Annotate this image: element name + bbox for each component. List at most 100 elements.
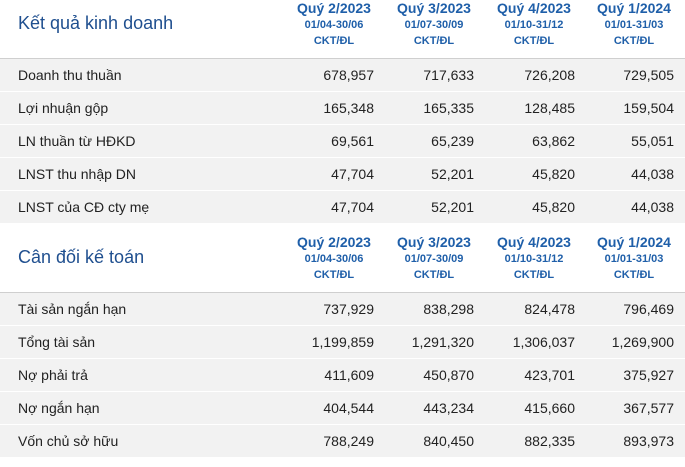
quarter-header[interactable]: Quý 3/2023 01/07-30/09 CKT/ĐL: [384, 234, 484, 284]
table-row[interactable]: Lợi nhuận gộp 165,348 165,335 128,485 15…: [0, 92, 685, 125]
quarter-label: Quý 2/2023: [297, 234, 371, 250]
report-type: CKT/ĐL: [513, 269, 555, 281]
quarter-header[interactable]: Quý 1/2024 01/01-31/03 CKT/ĐL: [584, 0, 684, 50]
row-label: Nợ ngắn hạn: [18, 400, 100, 416]
quarter-header[interactable]: Quý 1/2024 01/01-31/03 CKT/ĐL: [584, 234, 684, 284]
row-label: Vốn chủ sở hữu: [18, 433, 119, 449]
balance-sheet-section: Cân đối kế toán Quý 2/2023 01/04-30/06 C…: [0, 234, 685, 458]
cell-value: 840,450: [423, 433, 474, 449]
row-label: LNST của CĐ cty mẹ: [18, 199, 150, 215]
row-label: Lợi nhuận gộp: [18, 100, 109, 116]
row-label: Nợ phải trả: [18, 367, 88, 383]
quarter-label: Quý 1/2024: [597, 234, 671, 250]
quarter-range: 01/10-31/12: [504, 253, 564, 265]
report-type: CKT/ĐL: [413, 35, 455, 47]
cell-value: 678,957: [323, 67, 374, 83]
cell-value: 796,469: [623, 301, 674, 317]
cell-value: 165,335: [423, 100, 474, 116]
quarter-label: Quý 4/2023: [497, 234, 571, 250]
report-type: CKT/ĐL: [313, 35, 355, 47]
row-label: LN thuần từ HĐKD: [18, 133, 136, 149]
cell-value: 45,820: [532, 199, 575, 215]
cell-value: 69,561: [331, 133, 374, 149]
cell-value: 882,335: [524, 433, 575, 449]
report-type: CKT/ĐL: [413, 269, 455, 281]
table-row[interactable]: Tài sản ngắn hạn 737,929 838,298 824,478…: [0, 293, 685, 326]
cell-value: 159,504: [623, 100, 674, 116]
row-label: LNST thu nhập DN: [18, 166, 137, 182]
section-title: Kết quả kinh doanh: [18, 13, 174, 33]
row-label: Doanh thu thuần: [18, 67, 122, 83]
quarter-range: 01/04-30/06: [304, 253, 364, 265]
table-row[interactable]: Nợ phải trả 411,609 450,870 423,701 375,…: [0, 359, 685, 392]
quarter-label: Quý 1/2024: [597, 0, 671, 16]
quarter-header[interactable]: Quý 2/2023 01/04-30/06 CKT/ĐL: [284, 0, 384, 50]
cell-value: 411,609: [324, 367, 374, 383]
quarter-range: 01/01-31/03: [604, 253, 664, 265]
quarter-label: Quý 3/2023: [397, 234, 471, 250]
cell-value: 824,478: [524, 301, 575, 317]
cell-value: 44,038: [631, 199, 674, 215]
cell-value: 1,199,859: [311, 334, 374, 350]
cell-value: 128,485: [524, 100, 575, 116]
row-label: Tổng tài sản: [18, 334, 96, 350]
cell-value: 45,820: [532, 166, 575, 182]
cell-value: 52,201: [431, 199, 474, 215]
income-statement-rows: Doanh thu thuần 678,957 717,633 726,208 …: [0, 58, 685, 224]
balance-sheet-header: Cân đối kế toán Quý 2/2023 01/04-30/06 C…: [0, 234, 685, 292]
cell-value: 838,298: [423, 301, 474, 317]
quarter-range: 01/10-31/12: [504, 19, 564, 31]
balance-sheet-rows: Tài sản ngắn hạn 737,929 838,298 824,478…: [0, 292, 685, 458]
income-statement-section: Kết quả kinh doanh Quý 2/2023 01/04-30/0…: [0, 0, 685, 224]
cell-value: 717,633: [423, 67, 474, 83]
table-row[interactable]: Doanh thu thuần 678,957 717,633 726,208 …: [0, 59, 685, 92]
quarter-range: 01/07-30/09: [404, 19, 464, 31]
cell-value: 44,038: [631, 166, 674, 182]
cell-value: 55,051: [631, 133, 674, 149]
row-label: Tài sản ngắn hạn: [18, 301, 127, 317]
cell-value: 47,704: [331, 199, 374, 215]
cell-value: 63,862: [532, 133, 575, 149]
report-type: CKT/ĐL: [313, 269, 355, 281]
quarter-label: Quý 4/2023: [497, 0, 571, 16]
cell-value: 726,208: [524, 67, 575, 83]
cell-value: 737,929: [323, 301, 374, 317]
report-type: CKT/ĐL: [613, 35, 655, 47]
cell-value: 423,701: [524, 367, 575, 383]
cell-value: 65,239: [431, 133, 474, 149]
cell-value: 367,577: [623, 400, 674, 416]
table-row[interactable]: LNST thu nhập DN 47,704 52,201 45,820 44…: [0, 158, 685, 191]
quarter-header[interactable]: Quý 4/2023 01/10-31/12 CKT/ĐL: [484, 234, 584, 284]
quarter-range: 01/07-30/09: [404, 253, 464, 265]
quarter-range: 01/04-30/06: [304, 19, 364, 31]
section-title: Cân đối kế toán: [18, 247, 145, 267]
quarter-label: Quý 2/2023: [297, 0, 371, 16]
table-row[interactable]: Tổng tài sản 1,199,859 1,291,320 1,306,0…: [0, 326, 685, 359]
cell-value: 729,505: [623, 67, 674, 83]
quarter-header[interactable]: Quý 4/2023 01/10-31/12 CKT/ĐL: [484, 0, 584, 50]
cell-value: 375,927: [623, 367, 674, 383]
quarter-range: 01/01-31/03: [604, 19, 664, 31]
cell-value: 415,660: [524, 400, 575, 416]
cell-value: 52,201: [431, 166, 474, 182]
cell-value: 893,973: [623, 433, 674, 449]
section-gap: [0, 224, 685, 234]
cell-value: 165,348: [323, 100, 374, 116]
cell-value: 1,269,900: [611, 334, 674, 350]
table-row[interactable]: Nợ ngắn hạn 404,544 443,234 415,660 367,…: [0, 392, 685, 425]
table-row[interactable]: LN thuần từ HĐKD 69,561 65,239 63,862 55…: [0, 125, 685, 158]
cell-value: 443,234: [423, 400, 474, 416]
quarter-header[interactable]: Quý 2/2023 01/04-30/06 CKT/ĐL: [284, 234, 384, 284]
cell-value: 1,291,320: [411, 334, 474, 350]
cell-value: 404,544: [323, 400, 374, 416]
report-type: CKT/ĐL: [513, 35, 555, 47]
table-row[interactable]: LNST của CĐ cty mẹ 47,704 52,201 45,820 …: [0, 191, 685, 224]
cell-value: 788,249: [323, 433, 374, 449]
quarter-label: Quý 3/2023: [397, 0, 471, 16]
quarter-header[interactable]: Quý 3/2023 01/07-30/09 CKT/ĐL: [384, 0, 484, 50]
cell-value: 47,704: [331, 166, 374, 182]
cell-value: 1,306,037: [512, 334, 575, 350]
cell-value: 450,870: [423, 367, 474, 383]
income-statement-header: Kết quả kinh doanh Quý 2/2023 01/04-30/0…: [0, 0, 685, 58]
table-row[interactable]: Vốn chủ sở hữu 788,249 840,450 882,335 8…: [0, 425, 685, 458]
